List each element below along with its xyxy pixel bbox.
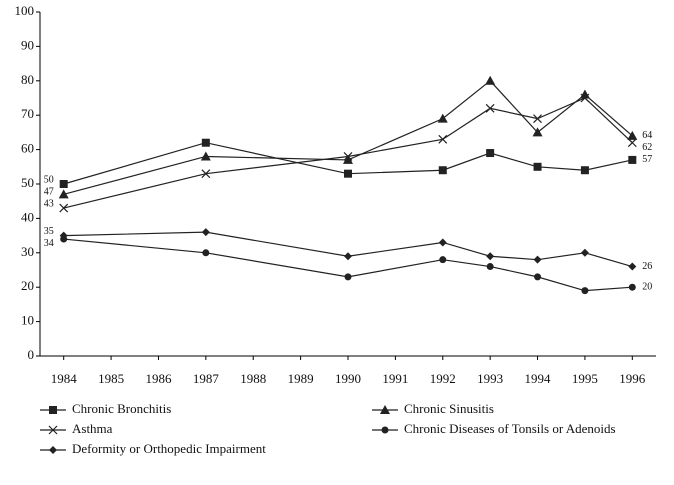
y-tick-label: 20 [21,278,34,293]
legend-label: Chronic Diseases of Tonsils or Adenoids [404,421,616,436]
marker [202,249,210,257]
marker [344,273,352,281]
y-tick-label: 100 [15,3,35,18]
x-tick-label: 1996 [619,371,646,386]
marker [343,152,353,161]
data-label: 47 [44,186,54,197]
marker [201,169,211,179]
marker [380,405,390,414]
marker [381,426,389,434]
marker [438,134,448,144]
marker [533,114,542,124]
marker [486,263,494,271]
x-tick-label: 1993 [477,371,503,386]
x-tick-label: 1994 [525,371,552,386]
marker [344,169,352,178]
y-tick-label: 30 [21,244,34,259]
marker [49,446,57,454]
marker [439,256,447,264]
legend-label: Asthma [72,421,113,436]
marker [627,130,638,140]
data-label: 35 [44,226,54,237]
marker [580,93,590,103]
data-label: 64 [642,130,652,141]
marker [628,262,637,271]
data-label: 34 [44,238,54,249]
marker [343,154,353,164]
marker [486,252,495,261]
x-tick-label: 1992 [430,371,456,386]
x-tick-label: 1986 [145,371,172,386]
data-label: 26 [642,261,652,272]
data-label: 57 [642,154,652,165]
x-tick-label: 1987 [193,371,220,386]
series-line [63,231,633,268]
marker [534,273,542,281]
x-tick-label: 1991 [382,371,408,386]
marker [438,238,447,247]
marker [48,425,58,435]
marker [486,149,495,158]
marker [58,189,69,199]
legend-label: Chronic Sinusitis [404,401,494,416]
marker [533,162,542,171]
marker [580,166,589,175]
y-tick-label: 80 [21,72,34,87]
marker [59,180,68,188]
marker [201,138,210,147]
y-tick-label: 70 [21,106,34,121]
marker [59,203,69,213]
data-label: 20 [642,281,652,292]
marker [628,155,637,164]
y-tick-label: 40 [21,209,34,224]
marker [59,231,68,240]
series-line [63,238,633,292]
marker [628,283,636,291]
legend-label: Chronic Bronchitis [72,401,171,416]
series-line [63,97,633,209]
x-tick-label: 1988 [240,371,266,386]
data-label: 50 [44,174,54,185]
marker [344,252,352,261]
marker [485,75,496,85]
y-tick-label: 0 [28,347,35,362]
marker [581,287,589,295]
data-label: 62 [642,142,652,153]
marker [533,255,542,264]
marker [627,138,637,148]
marker [485,103,495,113]
y-tick-label: 10 [21,313,34,328]
marker [437,113,448,123]
series-line [63,142,633,185]
marker [532,127,543,137]
x-tick-label: 1990 [335,371,361,386]
data-label: 43 [44,198,54,209]
marker [580,248,589,257]
marker [200,151,211,161]
y-tick-label: 50 [21,175,34,190]
x-tick-label: 1989 [288,371,314,386]
legend-label: Deformity or Orthopedic Impairment [72,441,266,456]
x-tick-label: 1995 [572,371,598,386]
y-tick-label: 90 [21,37,34,52]
y-tick-label: 60 [21,141,34,156]
marker [438,166,447,175]
x-tick-label: 1984 [51,371,78,386]
x-tick-label: 1985 [98,371,124,386]
marker [49,406,57,414]
marker [201,228,210,237]
